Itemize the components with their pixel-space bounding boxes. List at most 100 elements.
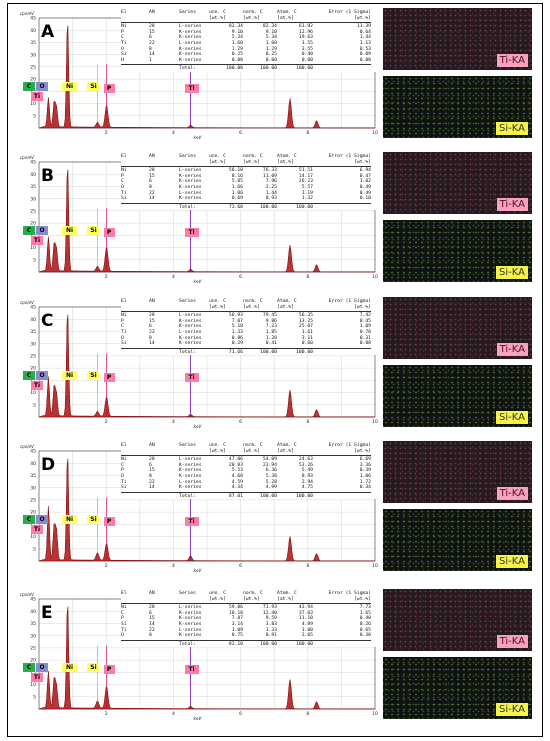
table-unit-cell: [at.%] (277, 448, 294, 454)
table-cell: K-series (179, 473, 202, 479)
table-cell (149, 350, 179, 356)
table-cell: 1.55 (301, 40, 313, 46)
x-axis-label: keV (194, 716, 203, 721)
x-tick-label: 2 (105, 274, 108, 280)
table-cell (149, 494, 179, 500)
spectrum-plot: 51015202530354045246810cps/eVkeVDCONiTiS… (17, 441, 379, 573)
table-cell: 14.17 (298, 173, 313, 179)
table-header-cell: AN (149, 154, 155, 159)
element-tag-p: P (103, 517, 115, 526)
x-tick-label: 2 (105, 130, 108, 136)
table-unit-cell: [at.%] (277, 15, 294, 21)
table-cell: 13.25 (298, 318, 313, 324)
y-tick-label: 40 (30, 172, 36, 178)
table-cell: L-series (179, 479, 202, 485)
table-header-cell: AN (149, 10, 155, 15)
table-row: Si 14 K-series 0.25 0.25 0.40 0.09 (121, 52, 377, 58)
table-cell: P (121, 468, 124, 474)
y-tick-label: 10 (30, 101, 36, 107)
table-cell: 56.35 (298, 313, 313, 319)
table-cell: 28 (149, 457, 155, 463)
element-tag-c: C (23, 663, 35, 672)
table-cell: 5.49 (301, 468, 313, 474)
eds-table: El AN Series unn. C norm. C Atom. C Error (1 S… (121, 591, 377, 648)
element-tag-p: P (103, 228, 115, 237)
table-header-cell: norm. C (243, 591, 263, 596)
table-cell: 6.94 (359, 168, 371, 174)
element-tag-o: O (36, 82, 48, 91)
y-tick-label: 40 (30, 28, 36, 34)
table-cell: 9.59 (265, 616, 277, 622)
table-cell: 1.06 (231, 190, 243, 196)
table-cell: 11.09 (262, 173, 277, 179)
y-tick-label: 20 (30, 77, 36, 83)
table-cell: K-series (179, 57, 202, 63)
x-tick-label: 4 (172, 419, 175, 425)
total-value: 100.00 (296, 204, 313, 210)
map-label-si: Si-KA (496, 122, 528, 135)
table-row: H 1 K-series 0.00 0.00 0.00 0.00 (121, 58, 377, 64)
table-header-cell: Atom. C (277, 10, 297, 15)
element-map-si: Si-KA (383, 76, 532, 138)
map-label-si: Si-KA (496, 411, 528, 424)
table-cell: 23.94 (262, 462, 277, 468)
table-cell: 47.06 (228, 457, 243, 463)
table-separator (121, 347, 371, 349)
table-cell: 9.10 (231, 29, 243, 35)
table-header: El AN Series unn. C norm. C Atom. C Error (1 S… (121, 154, 377, 160)
table-cell: 1.68 (231, 40, 243, 46)
table-cell: 20.83 (228, 462, 243, 468)
y-tick-label: 40 (30, 609, 36, 615)
x-tick-label: 10 (372, 130, 378, 136)
total-value: 100.00 (296, 349, 313, 355)
table-header-cell: Series (179, 443, 196, 448)
table-cell: 0.00 (265, 57, 277, 63)
table-cell: 0.93 (265, 196, 277, 202)
table-cell: 8 (149, 633, 152, 639)
spectrum-plot: 51015202530354045246810cps/eVkeVCCONiTiS… (17, 297, 379, 429)
table-cell: 15 (149, 29, 155, 35)
table-header-cell: El (121, 591, 127, 596)
total-value: 100.00 (226, 66, 243, 72)
element-tag-c: C (23, 371, 35, 380)
x-tick-label: 10 (372, 711, 378, 717)
x-axis-label: keV (194, 135, 203, 140)
table-unit-cell: [wt.%] (209, 596, 226, 602)
total-value: 100.00 (260, 204, 277, 210)
spectrum-svg: 5 10 15 20 25 30 35 40 45 2 4 6 8 10 cps/eV keV (20, 592, 378, 721)
y-tick-label: 15 (30, 670, 36, 676)
y-tick-label: 35 (30, 184, 36, 190)
table-cell: 6 (149, 462, 152, 468)
table-separator (121, 639, 371, 641)
table-separator (121, 455, 371, 457)
table-separator (121, 311, 371, 313)
table-cell: 6 (149, 35, 152, 41)
total-value: 87.01 (228, 493, 243, 499)
table-unit-cell: [at.%] (277, 159, 294, 165)
element-tag-si: Si (87, 663, 100, 672)
element-map-si: Si-KA (383, 657, 532, 719)
x-axis-label: keV (194, 279, 203, 284)
table-header-cell: Error (1 Sigma) (328, 10, 371, 15)
table-header-cell: Series (179, 154, 196, 159)
table-cell: K-series (179, 335, 202, 341)
table-separator (121, 22, 371, 24)
table-cell: K-series (179, 485, 202, 491)
table-cell: L-series (179, 168, 202, 174)
table-header-cell: El (121, 443, 127, 448)
table-cell: L-series (179, 329, 202, 335)
table-header-cell: AN (149, 299, 155, 304)
table-cell: K-series (179, 341, 202, 347)
table-cell (121, 494, 149, 500)
table-cell: 12.40 (262, 610, 277, 616)
table-cell: K-series (179, 318, 202, 324)
y-tick-label: 30 (30, 52, 36, 58)
table-cell: 11.10 (298, 616, 313, 622)
table-header-cell: norm. C (243, 154, 263, 159)
table-cell: 1.06 (359, 473, 371, 479)
table-header-cell: AN (149, 591, 155, 596)
table-header: El AN Series unn. C norm. C Atom. C Error (1 S… (121, 299, 377, 305)
table-cell: 1.00 (301, 627, 313, 633)
table-row: Ti 22 L-series 1.33 1.85 1.61 0.70 (121, 330, 377, 336)
table-row: O 8 K-series 0.86 1.20 3.11 0.31 (121, 336, 377, 342)
